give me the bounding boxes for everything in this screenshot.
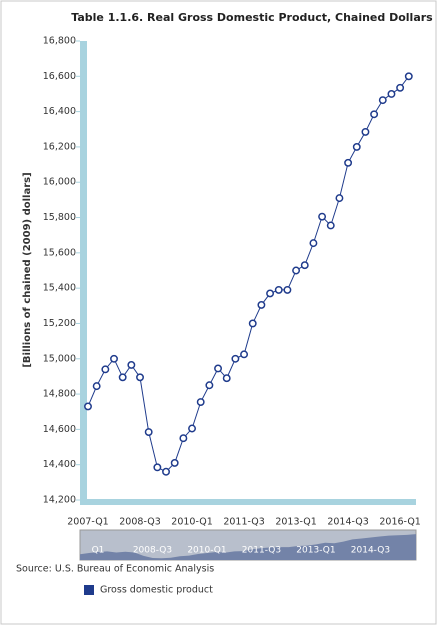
y-tick-label: 16,800	[43, 36, 76, 47]
y-tick-label: 15,800	[43, 212, 76, 223]
legend-swatch	[84, 585, 94, 595]
x-axis	[80, 499, 416, 505]
x-tick-label: 2014-Q3	[327, 517, 368, 528]
data-point	[240, 350, 249, 359]
x-tick-label: 2016-Q1	[379, 517, 420, 528]
navigator-label: 2011-Q3	[242, 546, 281, 556]
y-tick-label: 14,200	[43, 495, 76, 506]
y-tick-label: 16,200	[43, 141, 76, 152]
data-point	[361, 127, 370, 136]
navigator-label: 2008-Q3	[133, 546, 172, 556]
navigator-label: 2013-Q1	[296, 546, 335, 556]
x-tick-label: 2013-Q1	[275, 517, 316, 528]
data-point	[257, 300, 266, 309]
legend-label: Gross domestic product	[100, 585, 213, 596]
data-point	[101, 365, 110, 374]
data-point	[248, 319, 257, 328]
data-point	[222, 374, 231, 383]
data-point	[396, 83, 405, 92]
data-point	[300, 261, 309, 270]
data-point	[231, 354, 240, 363]
y-axis-label: [Billions of chained (2009) dollars]	[22, 172, 33, 367]
data-point	[214, 364, 223, 373]
data-point	[378, 96, 387, 105]
y-tick-label: 16,000	[43, 177, 76, 188]
data-point	[404, 72, 413, 81]
navigator-label: 2010-Q1	[187, 546, 226, 556]
x-tick-label: 2011-Q3	[223, 517, 264, 528]
y-tick-label: 15,400	[43, 283, 76, 294]
source: Source: U.S. Bureau of Economic Analysis	[16, 564, 214, 575]
data-point	[344, 158, 353, 167]
data-point	[326, 221, 335, 230]
y-tick-label: 14,800	[43, 389, 76, 400]
data-point	[370, 110, 379, 119]
y-tick-label: 15,000	[43, 353, 76, 364]
data-point	[196, 398, 205, 406]
navigator-label: Q1	[92, 546, 105, 556]
y-tick-label: 14,600	[43, 424, 76, 435]
data-point	[387, 90, 396, 98]
data-point	[170, 458, 179, 467]
data-point	[352, 142, 361, 151]
data-point	[205, 381, 214, 390]
x-tick-label: 2010-Q1	[171, 517, 212, 528]
data-point	[335, 194, 344, 203]
y-tick-label: 14,400	[43, 459, 76, 470]
navigator-label: 2014-Q3	[351, 546, 390, 556]
y-axis	[80, 41, 87, 500]
data-point	[283, 285, 292, 294]
y-tick-label: 15,600	[43, 247, 76, 258]
data-point	[144, 428, 153, 436]
data-point	[84, 402, 92, 411]
navigator-area	[80, 534, 416, 560]
y-tick-label: 16,600	[43, 71, 76, 82]
data-point	[127, 360, 136, 369]
data-point	[266, 289, 275, 298]
data-point	[92, 382, 101, 391]
data-point	[188, 424, 196, 433]
data-point	[110, 354, 118, 363]
data-point	[318, 212, 327, 221]
y-tick-label: 15,200	[43, 318, 76, 329]
y-tick-label: 16,400	[43, 106, 76, 117]
data-point	[292, 266, 301, 275]
data-point	[136, 373, 144, 382]
data-point	[162, 467, 170, 476]
chart-title: Table 1.1.6. Real Gross Domestic Product…	[71, 11, 433, 24]
data-point	[274, 285, 283, 294]
x-tick-label: 2008-Q3	[119, 517, 160, 528]
x-tick-label: 2007-Q1	[67, 517, 108, 528]
data-point	[118, 373, 127, 382]
data-point	[179, 434, 188, 443]
data-point	[309, 239, 318, 248]
data-point	[153, 463, 162, 472]
